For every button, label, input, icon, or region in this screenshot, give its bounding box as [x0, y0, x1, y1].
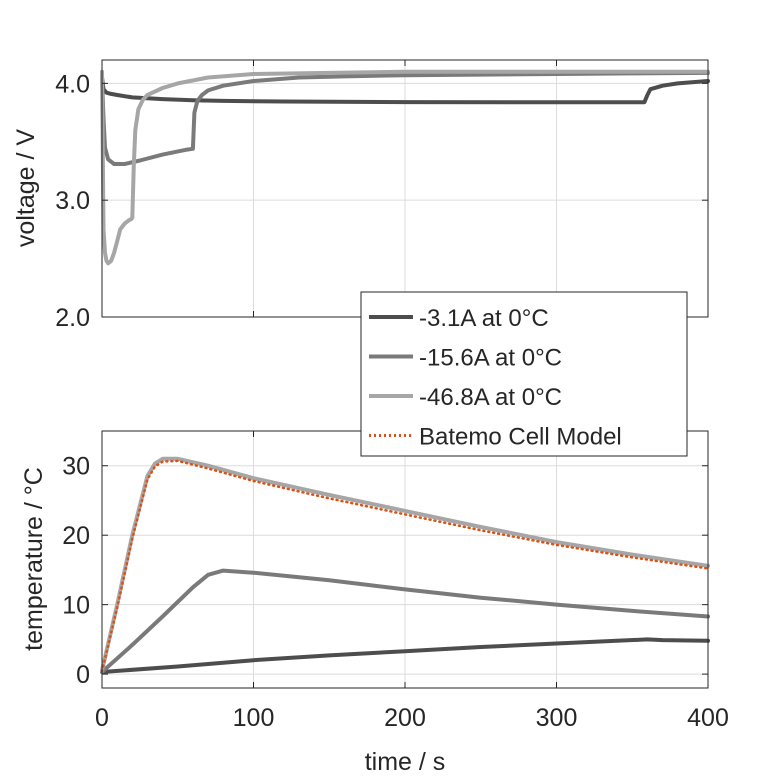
y-tick-label: 4.0 [55, 70, 90, 98]
series-line [100, 459, 710, 673]
legend-label: -15.6A at 0°C [419, 345, 562, 372]
temperature-series [100, 456, 710, 674]
legend-box [360, 291, 688, 457]
series-line [100, 568, 710, 674]
temperature-ticks: 0 100 200 300 400 0 10 20 30 [62, 431, 729, 732]
y-tick-label: 2.0 [55, 304, 90, 332]
y-tick-label: 0 [76, 661, 90, 689]
legend-label: -46.8A at 0°C [419, 384, 562, 411]
x-tick-label: 300 [536, 704, 578, 732]
x-tick-label: 100 [233, 704, 275, 732]
series-line [100, 75, 710, 105]
temperature-y-axis-label: temperature / °C [20, 467, 48, 651]
series-line [100, 70, 710, 166]
x-tick-label: 400 [687, 704, 729, 732]
y-tick-label: 3.0 [55, 187, 90, 215]
temperature-panel: 0 100 200 300 400 0 10 20 30 temperature / °C ti… [20, 430, 729, 776]
y-tick-label: 10 [62, 592, 90, 620]
legend-label: -3.1A at 0°C [419, 305, 549, 332]
legend-label: Batemo Cell Model [419, 424, 622, 451]
legend-entries: -3.1A at 0°C -15.6A at 0°C -46.8A at 0°C Ba… [369, 305, 622, 451]
series-line [100, 637, 710, 674]
voltage-series [100, 69, 710, 266]
voltage-ticks: 2.0 3.0 4.0 [55, 60, 709, 332]
voltage-panel: 2.0 3.0 4.0 voltage / V [12, 59, 710, 332]
series-line [100, 69, 710, 266]
x-tick-label: 200 [384, 704, 426, 732]
time-x-axis-label: time / s [365, 748, 446, 776]
legend: -3.1A at 0°C -15.6A at 0°C -46.8A at 0°C Ba… [360, 291, 688, 457]
voltage-y-axis-label: voltage / V [12, 129, 40, 247]
y-tick-label: 30 [62, 453, 90, 481]
y-tick-label: 20 [62, 522, 90, 550]
x-tick-label: 0 [95, 704, 109, 732]
